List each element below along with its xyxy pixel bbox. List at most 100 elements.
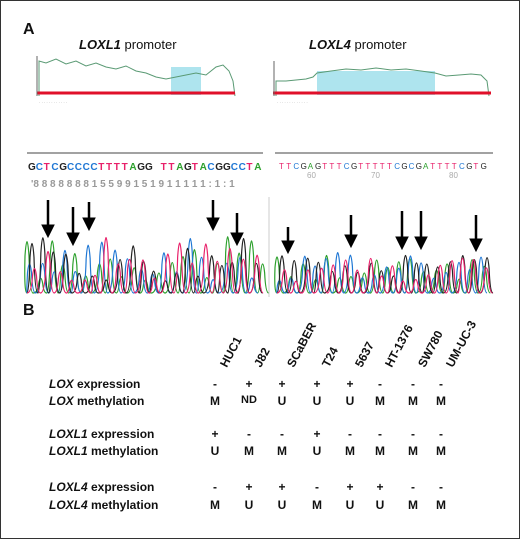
table-cell: - (439, 427, 443, 441)
loxl1-seq-base: T (114, 162, 120, 173)
lox-expression-label: LOX expression (49, 377, 140, 391)
table-cell: - (315, 480, 319, 494)
loxl1-expression-label: LOXL1 expression (49, 427, 154, 441)
row-suffix: methylation (87, 444, 159, 458)
loxl1-seq-base: C (67, 162, 74, 173)
table-cell: M (436, 498, 446, 512)
loxl1-gene-name: LOXL1 (79, 37, 121, 52)
table-cell: U (312, 394, 322, 408)
loxl4-seq-base: C (459, 162, 465, 171)
table-cell: M (375, 394, 385, 408)
arrow-icon (281, 227, 295, 255)
cell-line-um-uc-3: UM-UC-3 (443, 318, 480, 370)
cell-line-sw780: SW780 (415, 328, 446, 370)
table-cell: U (375, 498, 385, 512)
loxl4-seq-base: T (473, 162, 478, 171)
loxl4-seq-base: G (481, 162, 487, 171)
table-cell: M (375, 444, 385, 458)
loxl4-seq-base: T (279, 162, 284, 171)
loxl1-seq-base: A (254, 162, 261, 173)
row-suffix: expression (87, 480, 155, 494)
loxl1-profile-line (38, 58, 236, 97)
loxl1-seq-base: G (59, 162, 67, 173)
loxl1-seq-base: A (176, 162, 183, 173)
loxl4-seq-base: T (329, 162, 334, 171)
loxl4-seq-base: T (437, 162, 442, 171)
loxl1-cpg-island (171, 67, 201, 95)
table-cell: - (213, 480, 217, 494)
arrow-icon (469, 215, 483, 253)
table-cell: + (313, 377, 321, 391)
loxl1-seq-base: T (168, 162, 174, 173)
loxl1-seq-base: C (239, 162, 246, 173)
loxl4-promoter-title: LOXL4 promoter (309, 37, 407, 52)
loxl4-seq-base: T (430, 162, 435, 171)
loxl4-seq-base: G (416, 162, 422, 171)
arrow-icon (41, 200, 55, 239)
table-cell: M (210, 394, 220, 408)
arrow-icon (82, 202, 96, 232)
table-cell: U (312, 444, 322, 458)
loxl4-seq-base: C (394, 162, 400, 171)
loxl1-seq-base: C (51, 162, 58, 173)
arrow-icon (344, 215, 358, 249)
table-cell: - (247, 427, 251, 441)
table-cell: - (378, 427, 382, 441)
loxl4-seq-base: G (315, 162, 321, 171)
loxl1-seq-base: C (207, 162, 214, 173)
loxl4-seq-base: T (286, 162, 291, 171)
loxl4-seq-base: C (409, 162, 415, 171)
loxl1-seq-base: G (223, 162, 231, 173)
table-cell: - (411, 377, 415, 391)
table-cell: M (244, 444, 254, 458)
loxl1-seq-base: T (44, 162, 50, 173)
cell-line-huc1: HUC1 (217, 334, 245, 370)
gene-name: LOX (49, 377, 74, 391)
loxl1-title-suffix: promoter (120, 37, 177, 52)
loxl4-title-suffix: promoter (350, 37, 407, 52)
loxl4-arrows (281, 211, 483, 255)
loxl1-base-numbers: '8 8 8 8 8 8 8 1 5 5 9 9 1 5 1 9 1 1 1 1… (31, 179, 235, 190)
loxl1-seq-base: C (75, 162, 82, 173)
loxl4-seq-base: G (301, 162, 307, 171)
loxl1-arrows (41, 200, 244, 247)
loxl1-axis-ticks: · · · · · · · · · · · · (39, 100, 67, 105)
table-cell: U (210, 444, 220, 458)
loxl4-tick-60: 60 (307, 171, 316, 180)
table-cell: - (411, 480, 415, 494)
table-cell: - (411, 427, 415, 441)
table-cell: U (345, 498, 355, 512)
table-cell: + (346, 480, 354, 494)
table-cell: ND (241, 394, 257, 406)
loxl1-seq-base: G (28, 162, 36, 173)
cell-line-ht-1376: HT-1376 (382, 322, 416, 370)
table-cell: M (277, 444, 287, 458)
loxl4-expression-label: LOXL4 expression (49, 480, 154, 494)
loxl1-seq-base: G (215, 162, 223, 173)
lox-methylation-label: LOX methylation (49, 394, 144, 408)
loxl4-seq-base: A (308, 162, 314, 171)
table-cell: + (278, 480, 286, 494)
table-cell: M (436, 394, 446, 408)
table-cell: U (277, 498, 287, 512)
gene-name: LOX (49, 394, 74, 408)
cell-line-j82: J82 (251, 345, 273, 370)
row-suffix: expression (73, 377, 141, 391)
loxl1-promoter-title: LOXL1 promoter (79, 37, 177, 52)
loxl4-seq-base: T (337, 162, 342, 171)
loxl4-seq-base: G (351, 162, 357, 171)
loxl4-seq-base: T (380, 162, 385, 171)
table-cell: M (210, 498, 220, 512)
cell-line-scaber: SCaBER (284, 320, 320, 370)
table-cell: U (345, 394, 355, 408)
loxl4-seq-base: G (401, 162, 407, 171)
loxl1-seq-base: T (122, 162, 128, 173)
loxl1-seq-base: G (137, 162, 145, 173)
table-cell: - (348, 427, 352, 441)
loxl1-seq-base: T (192, 162, 198, 173)
table-cell: M (312, 498, 322, 512)
row-suffix: expression (87, 427, 155, 441)
loxl4-seq-base: T (387, 162, 392, 171)
table-cell: + (278, 377, 286, 391)
